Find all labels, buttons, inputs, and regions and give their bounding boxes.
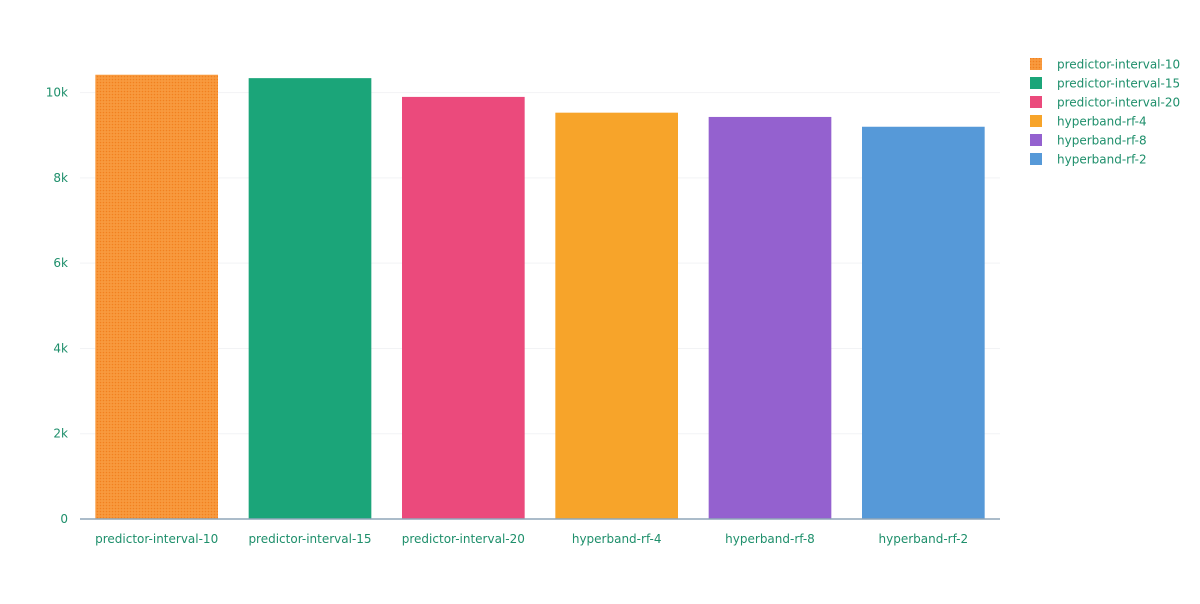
x-tick-label: hyperband-rf-2: [879, 532, 969, 546]
legend-label: hyperband-rf-8: [1057, 134, 1147, 148]
y-tick-label: 6k: [53, 256, 68, 270]
legend-item-predictor-interval-20[interactable]: predictor-interval-20: [1030, 96, 1180, 110]
x-tick-label: hyperband-rf-8: [725, 532, 815, 546]
legend-item-hyperband-rf-8[interactable]: hyperband-rf-8: [1030, 134, 1147, 148]
x-tick-label: predictor-interval-10: [95, 532, 218, 546]
legend-label: predictor-interval-20: [1057, 96, 1180, 110]
bars: [95, 74, 985, 520]
legend: predictor-interval-10 predictor-interval-…: [1030, 58, 1180, 167]
legend-label: hyperband-rf-2: [1057, 153, 1147, 167]
legend-label: predictor-interval-10: [1057, 58, 1180, 72]
y-tick-label: 8k: [53, 171, 68, 185]
bar-predictor-interval-10[interactable]: [95, 74, 218, 519]
bar-hyperband-rf-4[interactable]: [555, 112, 678, 520]
legend-item-predictor-interval-10[interactable]: predictor-interval-10: [1030, 58, 1180, 72]
legend-swatch: [1030, 77, 1042, 89]
legend-swatch: [1030, 115, 1042, 127]
legend-item-hyperband-rf-2[interactable]: hyperband-rf-2: [1030, 153, 1147, 167]
x-tick-label: predictor-interval-15: [248, 532, 371, 546]
bar-hyperband-rf-2[interactable]: [862, 126, 985, 519]
legend-swatch: [1030, 153, 1042, 165]
y-tick-label: 10k: [46, 86, 68, 100]
legend-item-hyperband-rf-4[interactable]: hyperband-rf-4: [1030, 115, 1147, 129]
x-tick-label: predictor-interval-20: [402, 532, 525, 546]
legend-swatch: [1030, 134, 1042, 146]
bar-predictor-interval-20[interactable]: [402, 96, 525, 520]
legend-item-predictor-interval-15[interactable]: predictor-interval-15: [1030, 77, 1180, 91]
gridlines: [80, 92, 1000, 435]
axes: 0 2k 4k 6k 8k 10k predictor-interval-10 predict…: [46, 86, 1000, 546]
legend-swatch: [1030, 58, 1042, 70]
legend-swatch: [1030, 96, 1042, 108]
bar-hyperband-rf-8[interactable]: [708, 116, 832, 520]
legend-label: hyperband-rf-4: [1057, 115, 1147, 129]
legend-label: predictor-interval-15: [1057, 77, 1180, 91]
x-tick-label: hyperband-rf-4: [572, 532, 662, 546]
y-tick-label: 2k: [53, 427, 68, 441]
y-tick-label: 4k: [53, 341, 68, 355]
y-tick-label: 0: [60, 512, 68, 526]
bar-predictor-interval-15[interactable]: [248, 78, 372, 519]
